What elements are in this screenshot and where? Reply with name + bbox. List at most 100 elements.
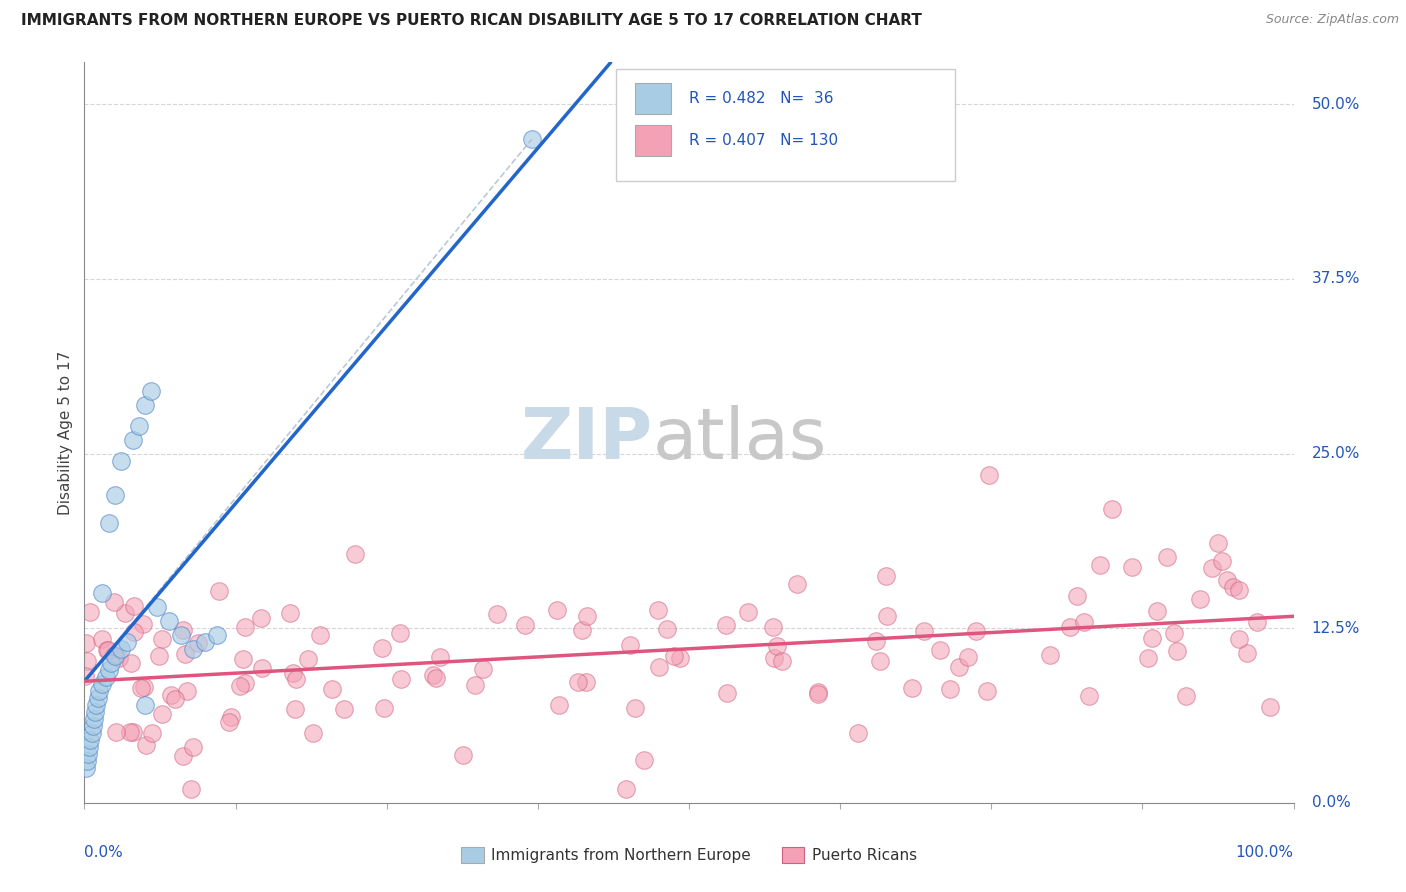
Point	[912, 624, 935, 639]
Point	[716, 618, 738, 632]
Point	[1078, 689, 1101, 703]
Point	[1090, 558, 1112, 572]
Point	[1073, 615, 1095, 630]
Point	[233, 676, 256, 690]
Point	[763, 651, 786, 665]
Point	[869, 654, 891, 668]
Point	[1146, 604, 1168, 618]
Point	[121, 433, 143, 447]
Point	[389, 625, 412, 640]
Point	[373, 700, 395, 714]
Text: 100.0%: 100.0%	[1236, 845, 1294, 860]
Point	[77, 739, 100, 754]
Point	[948, 660, 970, 674]
Point	[1229, 583, 1251, 598]
Point	[134, 398, 156, 412]
Point	[451, 747, 474, 762]
Point	[548, 698, 571, 712]
Point	[1137, 651, 1160, 665]
Point	[1236, 647, 1258, 661]
Point	[91, 586, 114, 600]
Point	[250, 611, 273, 625]
Point	[770, 654, 793, 668]
Text: R = 0.407   N= 130: R = 0.407 N= 130	[689, 133, 838, 148]
Point	[79, 605, 101, 619]
Text: 50.0%: 50.0%	[1312, 97, 1360, 112]
Point	[148, 649, 170, 664]
Point	[97, 643, 120, 657]
Text: R = 0.482   N=  36: R = 0.482 N= 36	[689, 91, 834, 106]
Point	[107, 651, 129, 665]
Point	[1201, 561, 1223, 575]
Point	[180, 781, 202, 796]
Text: 0.0%: 0.0%	[84, 845, 124, 860]
Point	[135, 739, 157, 753]
Legend: Immigrants from Northern Europe, Puerto Ricans: Immigrants from Northern Europe, Puerto …	[454, 841, 924, 869]
Point	[1189, 591, 1212, 606]
Point	[122, 624, 145, 639]
Point	[134, 698, 156, 712]
Point	[97, 516, 120, 531]
Point	[928, 643, 950, 657]
Point	[515, 618, 537, 632]
Point	[1039, 648, 1062, 662]
Point	[207, 628, 229, 642]
Point	[422, 668, 444, 682]
Point	[76, 754, 98, 768]
Point	[1246, 615, 1268, 630]
Point	[150, 706, 173, 721]
Point	[1211, 554, 1233, 568]
Point	[302, 726, 325, 740]
Point	[104, 488, 127, 502]
Point	[96, 642, 118, 657]
Point	[1101, 502, 1123, 516]
Point	[91, 632, 114, 647]
Point	[1174, 689, 1197, 703]
Point	[662, 649, 685, 664]
Text: 0.0%: 0.0%	[1312, 796, 1350, 810]
Point	[647, 603, 669, 617]
Point	[284, 702, 307, 716]
Point	[100, 656, 122, 670]
Point	[146, 600, 169, 615]
Point	[229, 679, 252, 693]
Point	[120, 656, 142, 670]
Point	[110, 453, 132, 467]
Point	[170, 628, 193, 642]
Point	[1227, 632, 1250, 646]
Point	[128, 418, 150, 433]
Point	[176, 684, 198, 698]
Point	[1222, 580, 1244, 594]
Point	[807, 685, 830, 699]
Point	[76, 654, 98, 668]
Point	[104, 649, 127, 664]
Point	[669, 650, 692, 665]
Point	[575, 608, 598, 623]
Point	[103, 648, 125, 663]
Point	[624, 701, 647, 715]
Point	[333, 702, 356, 716]
Point	[567, 675, 589, 690]
Point	[86, 691, 108, 706]
Bar	[634, 83, 671, 114]
Point	[472, 662, 495, 676]
Point	[762, 620, 785, 634]
Point	[97, 663, 120, 677]
Point	[139, 384, 162, 398]
Text: atlas: atlas	[652, 405, 827, 475]
Point	[321, 682, 343, 697]
Point	[737, 606, 759, 620]
Point	[122, 724, 145, 739]
Point	[371, 641, 394, 656]
Point	[122, 599, 145, 613]
Text: 25.0%: 25.0%	[1312, 446, 1360, 461]
Point	[141, 726, 163, 740]
Point	[343, 547, 366, 561]
Point	[250, 661, 273, 675]
Point	[807, 687, 830, 701]
Point	[94, 670, 117, 684]
Y-axis label: Disability Age 5 to 17: Disability Age 5 to 17	[58, 351, 73, 515]
Point	[83, 712, 105, 726]
Point	[160, 688, 183, 702]
Point	[876, 609, 898, 624]
